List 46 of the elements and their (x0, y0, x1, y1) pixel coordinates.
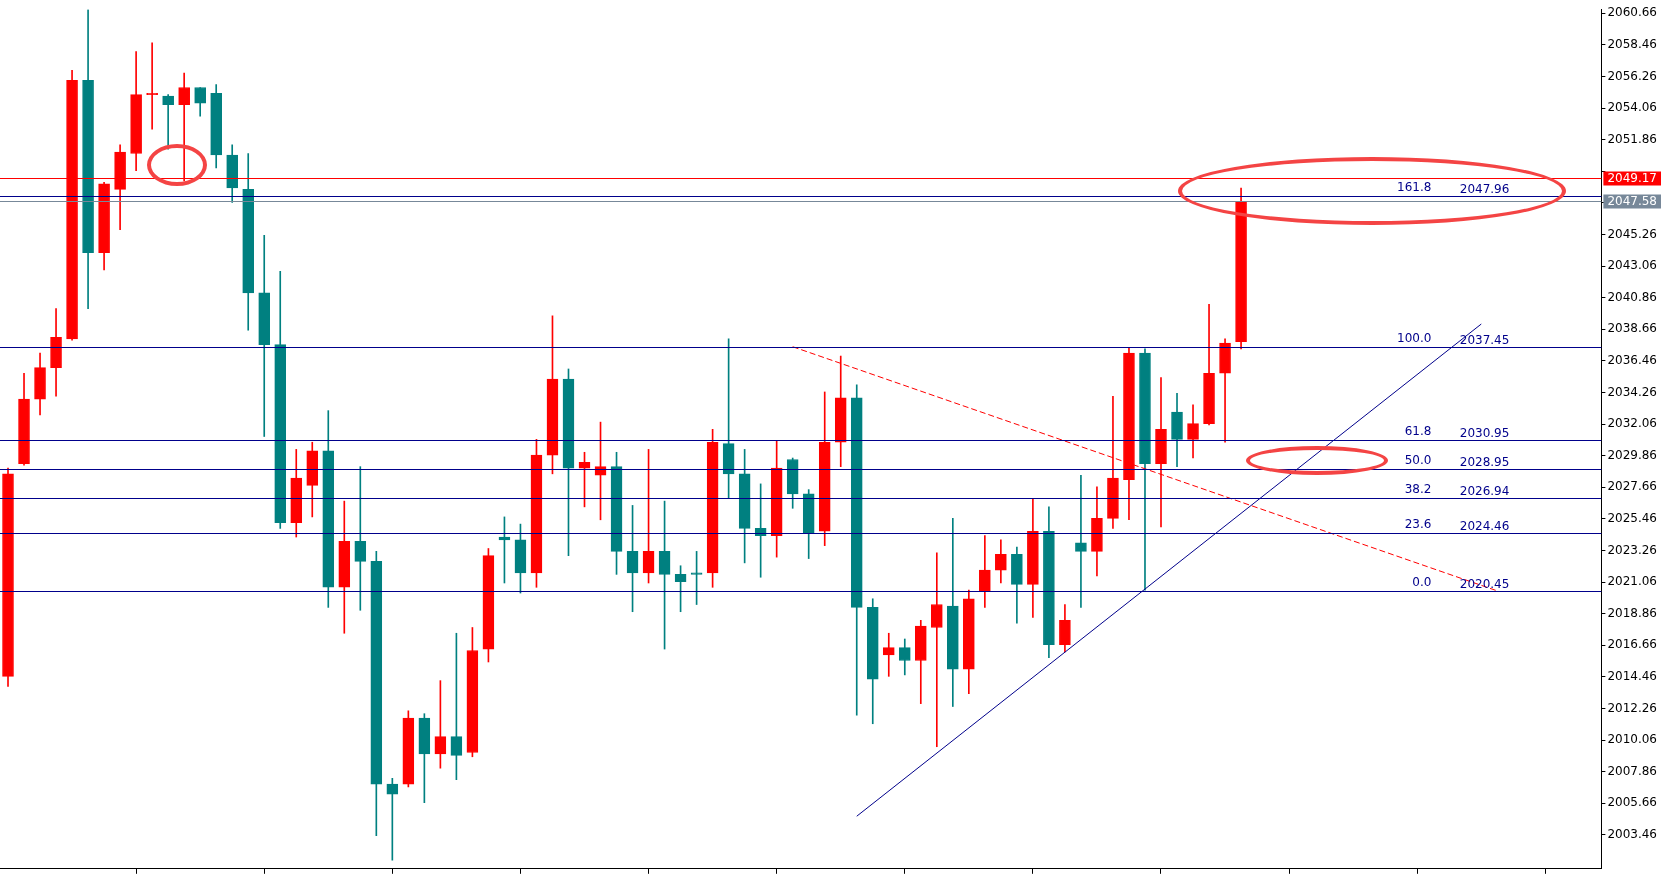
ref-line-label: 2026.94 (1459, 483, 1510, 498)
candlestick (1155, 377, 1167, 528)
annotation: 0.0 (1412, 575, 1432, 590)
ref-line-label: 2030.95 (1459, 425, 1510, 440)
y-tick-label: 2016.66 (1607, 637, 1657, 652)
y-tick-label: 2014.46 (1607, 669, 1657, 684)
ref-line-label: 2028.95 (1459, 454, 1510, 469)
annotation: 100.0 (1397, 330, 1432, 345)
ref-line-label: 2024.46 (1459, 518, 1510, 533)
y-tick-label: 2007.86 (1607, 763, 1657, 778)
candlestick (882, 632, 895, 677)
y-tick-label: 2023.26 (1607, 542, 1657, 557)
y-tick-label: 2018.86 (1607, 605, 1657, 620)
y-tick-label: 2025.46 (1607, 511, 1657, 526)
annotation: 50.0 (1404, 452, 1432, 467)
annotation: 161.8 (1397, 179, 1432, 194)
ref-line-label: 2047.96 (1459, 181, 1510, 196)
candlestick (930, 552, 943, 748)
y-tick-label: 2032.06 (1607, 416, 1657, 431)
candlestick (162, 94, 174, 150)
y-tick-label: 2040.86 (1607, 289, 1657, 304)
candlestick (354, 466, 367, 611)
y-tick-label: 2036.46 (1607, 353, 1657, 368)
y-tick-label: 2012.26 (1607, 700, 1657, 715)
y-tick-label: 2034.26 (1607, 384, 1657, 399)
y-tick-label: 2005.66 (1607, 795, 1657, 810)
y-tick-label: 2045.26 (1607, 226, 1657, 241)
y-tick-label: 2003.46 (1607, 827, 1657, 842)
y-tick-label: 2010.06 (1607, 732, 1657, 747)
annotation: 38.2 (1404, 481, 1432, 496)
annotation: 23.6 (1404, 517, 1432, 532)
y-tick-label: 2060.66 (1607, 5, 1657, 20)
y-tick-label: 2029.86 (1607, 447, 1657, 462)
y-tick-label: 2021.06 (1607, 574, 1657, 589)
y-tick-label: 2027.66 (1607, 479, 1657, 494)
y-tick-label: 2056.26 (1607, 68, 1657, 83)
y-tick-label: 2038.66 (1607, 321, 1657, 336)
y-tick-label: 2054.06 (1607, 100, 1657, 115)
y-tick-label: 2051.86 (1607, 131, 1657, 146)
annotation: 61.8 (1404, 424, 1432, 439)
ref-line-label: 2049.17 (1607, 170, 1657, 185)
candlestick (1075, 474, 1087, 608)
ref-line-label: 2037.45 (1459, 332, 1510, 347)
ref-line-label: 2047.58 (1607, 193, 1657, 208)
y-tick-label: 2058.46 (1607, 37, 1657, 52)
y-tick-label: 2043.06 (1607, 258, 1657, 273)
